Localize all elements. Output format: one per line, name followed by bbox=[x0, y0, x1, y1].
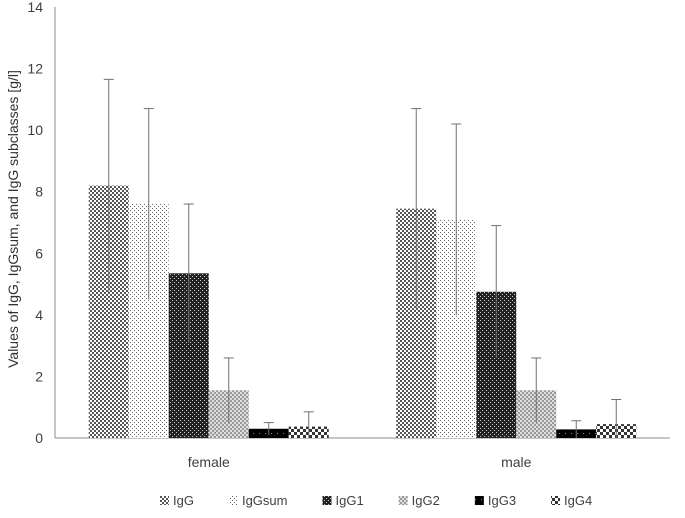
y-tick-label: 10 bbox=[27, 122, 43, 138]
legend-swatch-igg1 bbox=[322, 496, 332, 505]
x-category-label: female bbox=[188, 454, 230, 470]
y-tick-label: 6 bbox=[35, 245, 43, 261]
x-axis-categories: female male bbox=[188, 454, 532, 470]
legend-swatch-igg2 bbox=[398, 496, 408, 505]
legend-swatch-igg bbox=[160, 496, 169, 505]
legend: IgG IgGsum IgG1 IgG2 IgG3 IgG4 bbox=[160, 493, 592, 508]
y-axis-ticks: 0 2 4 6 8 10 12 14 bbox=[27, 0, 43, 446]
legend-label-igg4: IgG4 bbox=[564, 493, 592, 508]
y-tick-label: 4 bbox=[35, 307, 43, 323]
y-tick-label: 2 bbox=[35, 368, 43, 384]
legend-label-igg2: IgG2 bbox=[412, 493, 440, 508]
legend-swatch-iggsum bbox=[228, 496, 238, 505]
legend-label-igg: IgG bbox=[173, 493, 194, 508]
legend-label-igg1: IgG1 bbox=[335, 493, 363, 508]
y-tick-label: 8 bbox=[35, 184, 43, 200]
y-tick-label: 0 bbox=[35, 430, 43, 446]
y-axis-title: Values of IgG, IgGsum, and IgG subclasse… bbox=[5, 70, 21, 368]
legend-label-igg3: IgG3 bbox=[488, 493, 516, 508]
bars-group bbox=[88, 185, 637, 438]
x-category-label: male bbox=[501, 454, 532, 470]
legend-swatch-igg4 bbox=[551, 496, 561, 505]
y-tick-label: 12 bbox=[27, 61, 43, 77]
legend-label-iggsum: IgGsum bbox=[242, 493, 288, 508]
y-tick-label: 14 bbox=[27, 0, 43, 15]
legend-swatch-igg3 bbox=[474, 496, 484, 505]
error-bars-group bbox=[103, 78, 622, 438]
